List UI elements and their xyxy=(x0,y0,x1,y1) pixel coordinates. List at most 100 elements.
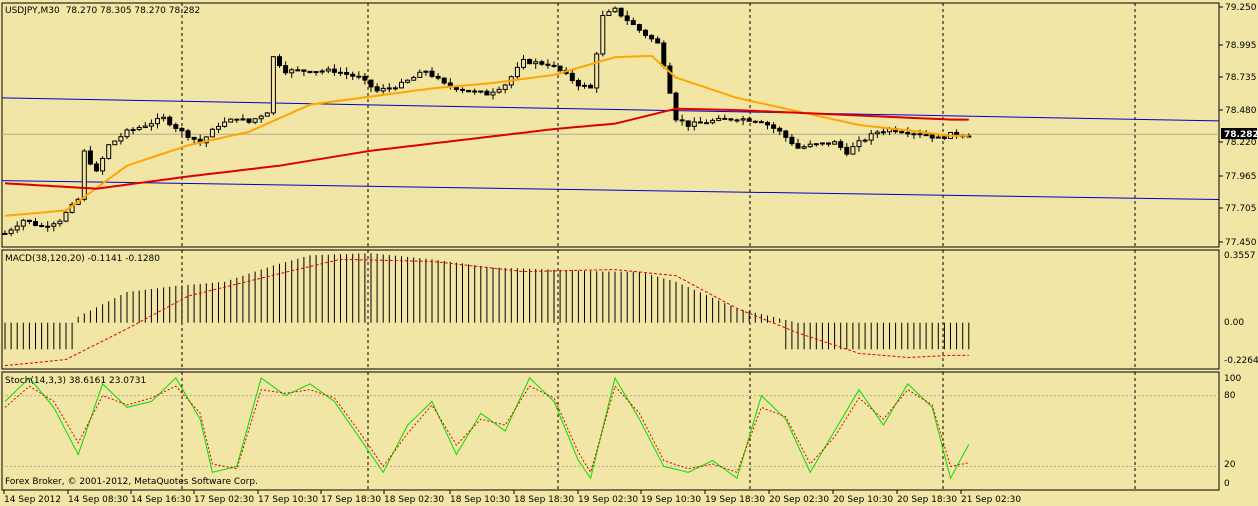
candle xyxy=(521,55,526,70)
x-tick-label: 21 Sep 02:30 xyxy=(961,495,1021,505)
macd-y-tick-label: 0.3557 xyxy=(1224,251,1256,261)
candle xyxy=(807,140,813,148)
candle xyxy=(63,210,69,223)
candle xyxy=(319,68,325,75)
price-y-tick-label: 77.450 xyxy=(1225,238,1257,248)
candle xyxy=(39,222,45,228)
candle xyxy=(344,67,350,80)
candle xyxy=(392,85,398,91)
ma-slow-line xyxy=(4,107,969,190)
candle xyxy=(838,139,844,151)
x-tick-label: 18 Sep 18:30 xyxy=(514,495,574,505)
candle xyxy=(667,62,673,94)
macd-y-tick-label: 0.00 xyxy=(1224,318,1244,328)
price-pane-header: USDJPY,M30 78.270 78.305 78.270 78.282 xyxy=(5,6,200,16)
candle xyxy=(752,120,758,124)
candle xyxy=(685,120,691,131)
candle xyxy=(118,132,124,145)
candle xyxy=(307,70,313,74)
candle xyxy=(350,71,356,81)
candle xyxy=(380,84,386,94)
pane-frame xyxy=(1,2,1220,248)
candle xyxy=(374,83,380,94)
candle xyxy=(734,118,740,123)
candle xyxy=(228,118,234,123)
candle xyxy=(81,149,87,202)
candle xyxy=(533,58,539,69)
macd-histogram xyxy=(4,253,970,350)
candle xyxy=(185,128,191,141)
channel-lower-line xyxy=(1,180,1220,201)
macd-signal xyxy=(4,258,969,367)
candle xyxy=(155,113,160,129)
pane-frame xyxy=(1,249,1220,370)
candle xyxy=(777,126,783,136)
candle xyxy=(496,86,502,94)
price-y-tick-label: 78.480 xyxy=(1225,106,1257,116)
x-tick-label: 18 Sep 02:30 xyxy=(384,495,444,505)
candle xyxy=(862,138,868,143)
candle xyxy=(148,119,154,131)
candle xyxy=(539,59,545,66)
stoch-y-tick-label: 80 xyxy=(1224,391,1236,401)
candle xyxy=(618,7,624,18)
x-tick-label: 20 Sep 02:30 xyxy=(769,495,829,505)
candle xyxy=(331,64,337,76)
candle xyxy=(789,134,795,146)
candle xyxy=(472,88,478,95)
candle xyxy=(612,6,618,14)
x-tick-label: 20 Sep 10:30 xyxy=(833,495,893,505)
candle xyxy=(441,77,447,85)
candle xyxy=(209,127,215,138)
candle xyxy=(655,36,661,44)
candle xyxy=(435,73,441,81)
candle xyxy=(313,71,319,76)
price-y-tick-label: 78.735 xyxy=(1225,73,1257,83)
candle xyxy=(740,115,746,126)
candle xyxy=(466,89,472,93)
candle xyxy=(33,217,38,227)
candle xyxy=(2,230,8,235)
candle xyxy=(45,221,51,232)
moving-averages xyxy=(4,54,969,217)
x-tick-label: 17 Sep 18:30 xyxy=(321,495,381,505)
channel-upper-line xyxy=(1,97,1220,122)
candle xyxy=(929,134,935,143)
candle xyxy=(771,122,777,134)
candle xyxy=(484,89,490,96)
candle xyxy=(130,127,136,135)
candle xyxy=(844,143,850,157)
candle xyxy=(582,82,587,89)
candle xyxy=(783,129,789,142)
candle xyxy=(478,90,484,94)
candle xyxy=(710,118,716,125)
candle xyxy=(136,125,142,131)
candle xyxy=(850,142,856,155)
candle xyxy=(94,161,99,173)
candle xyxy=(240,114,246,121)
candle xyxy=(100,156,106,175)
candle xyxy=(368,79,374,93)
candle xyxy=(746,116,752,122)
candle xyxy=(490,88,496,100)
candle xyxy=(716,115,722,122)
candle xyxy=(911,132,917,139)
stoch-y-tick-label: 20 xyxy=(1224,460,1236,470)
candle xyxy=(728,118,734,122)
candle xyxy=(691,117,697,131)
candle xyxy=(124,128,130,140)
candle xyxy=(258,114,264,124)
candle xyxy=(551,61,557,68)
candle xyxy=(51,221,57,232)
price-channel xyxy=(1,97,1220,201)
candle xyxy=(362,72,368,85)
candle xyxy=(765,120,770,130)
pane-frames xyxy=(1,2,1220,491)
x-tick-label: 14 Sep 2012 xyxy=(4,495,61,505)
svg-text:78.282: 78.282 xyxy=(1224,130,1258,140)
candle xyxy=(594,51,600,93)
candle xyxy=(87,145,93,166)
candle xyxy=(575,78,581,91)
macd-y-tick-label: -0.2264 xyxy=(1224,356,1258,366)
